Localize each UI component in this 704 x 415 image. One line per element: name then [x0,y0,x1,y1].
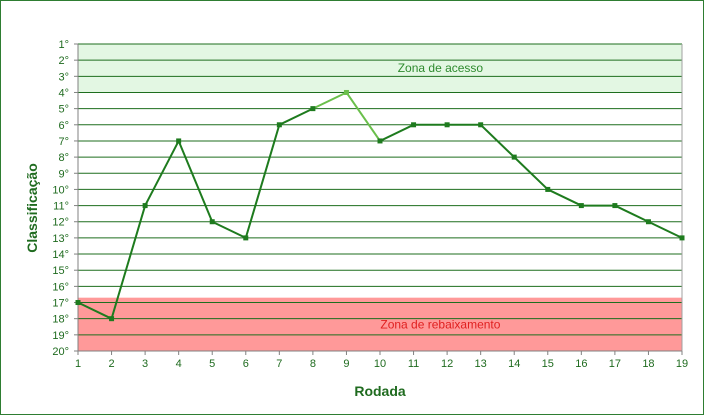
y-tick-label-5: 5° [58,104,69,116]
data-point-round-3 [142,203,148,209]
x-tick-label-14: 14 [508,358,520,370]
data-point-round-10 [377,138,383,144]
x-tick-label-15: 15 [542,358,554,370]
x-tick-labels: 1 2 3 4 5 6 7 8 9 10 11 12 13 14 15 16 17 18 19 [75,351,688,370]
data-point-round-12 [444,122,450,128]
data-point-round-2 [109,316,115,322]
grid-layer [74,43,683,352]
x-tick-label-4: 4 [176,358,182,370]
series-segment-14 [513,156,549,191]
series-segment-9 [345,91,381,142]
x-tick-label-16: 16 [575,358,587,370]
series-segment-5 [211,220,247,239]
y-tick-label-19: 19° [52,330,69,342]
zone-band-0 [78,44,682,93]
zone-label-1: Zona de rebaixamento [380,317,500,331]
x-tick-label-3: 3 [142,358,148,370]
data-point-round-14 [511,154,517,160]
series-segment-18 [647,220,683,239]
y-tick-label-7: 7° [58,136,69,148]
x-tick-label-9: 9 [343,358,349,370]
data-point-round-15 [545,186,551,192]
y-tick-label-16: 16° [52,281,69,293]
series-segment-2 [110,204,147,320]
series-layer [75,89,685,322]
series-segment-6 [244,123,281,239]
y-tick-label-15: 15° [52,265,69,277]
x-tick-label-7: 7 [276,358,282,370]
y-tick-label-6: 6° [58,120,69,132]
series-segment-8 [311,91,348,110]
y-tick-label-20: 20° [52,346,69,358]
x-tick-label-6: 6 [243,358,249,370]
x-tick-label-17: 17 [609,358,621,370]
y-tick-label-18: 18° [52,314,69,326]
data-point-round-4 [176,138,182,144]
y-tick-label-3: 3° [58,71,69,83]
data-point-round-17 [612,203,618,209]
x-tick-label-1: 1 [75,358,81,370]
data-point-round-1 [75,300,81,306]
series-segment-10 [379,123,415,142]
data-point-round-9 [343,89,349,95]
y-tick-labels: 1° 2° 3° 4° 5° 6° 7° 8° 9° 10° 11° 12° 13° 14° 15° 16° 1… [52,39,69,358]
y-tick-label-10: 10° [52,184,69,196]
x-tick-label-8: 8 [310,358,316,370]
data-point-round-18 [645,219,651,225]
y-tick-label-9: 9° [58,168,69,180]
series-segment-7 [278,107,314,126]
data-point-round-16 [578,203,584,209]
y-tick-label-1: 1° [58,39,69,51]
x-tick-label-11: 11 [408,358,419,370]
data-point-round-11 [411,122,417,128]
x-tick-label-18: 18 [642,358,654,370]
x-axis-title: Rodada [354,383,406,399]
zone-band-1 [78,297,682,351]
y-tick-label-17: 17° [52,298,69,310]
x-tick-label-10: 10 [374,358,386,370]
series-segment-1 [77,301,113,320]
zone-labels-layer: Zona de acesso Zona de rebaixamento [380,61,500,331]
y-tick-label-2: 2° [58,55,69,67]
data-point-round-13 [478,122,484,128]
y-tick-label-8: 8° [58,152,69,164]
data-point-round-7 [276,122,282,128]
x-tick-label-5: 5 [209,358,215,370]
series-segment-4 [177,139,214,223]
series-segment-13 [479,123,516,159]
series-segment-15 [546,188,583,207]
data-point-round-8 [310,106,316,112]
zone-label-0: Zona de acesso [398,61,484,75]
y-tick-label-13: 13° [52,233,69,245]
x-tick-label-12: 12 [441,358,453,370]
data-point-round-6 [243,235,249,241]
y-axis-title: Classificação [24,163,40,253]
data-point-round-19 [679,235,685,241]
x-tick-label-2: 2 [108,358,114,370]
y-tick-label-11: 11° [53,201,69,213]
data-point-round-5 [209,219,215,225]
zones-layer [78,44,682,351]
y-tick-label-12: 12° [52,217,69,229]
y-tick-label-4: 4° [58,87,69,99]
x-tick-label-19: 19 [676,358,688,370]
series-segment-17 [613,204,650,223]
y-tick-label-14: 14° [52,249,69,261]
x-tick-label-13: 13 [475,358,487,370]
series-segment-3 [144,139,180,207]
